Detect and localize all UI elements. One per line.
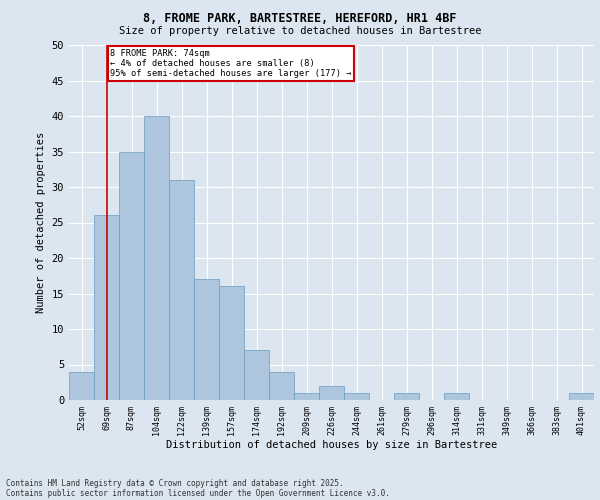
X-axis label: Distribution of detached houses by size in Bartestree: Distribution of detached houses by size … [166,440,497,450]
Bar [444,393,469,400]
Bar [169,180,194,400]
Bar [394,393,419,400]
Bar [319,386,344,400]
Bar [119,152,144,400]
Bar [144,116,169,400]
Bar [569,393,594,400]
Bar [69,372,94,400]
Bar [294,393,319,400]
Bar [269,372,294,400]
Text: 8 FROME PARK: 74sqm
← 4% of detached houses are smaller (8)
95% of semi-detached: 8 FROME PARK: 74sqm ← 4% of detached hou… [110,48,352,78]
Text: Size of property relative to detached houses in Bartestree: Size of property relative to detached ho… [119,26,481,36]
Text: Contains HM Land Registry data © Crown copyright and database right 2025.: Contains HM Land Registry data © Crown c… [6,478,344,488]
Bar [194,280,219,400]
Text: 8, FROME PARK, BARTESTREE, HEREFORD, HR1 4BF: 8, FROME PARK, BARTESTREE, HEREFORD, HR1… [143,12,457,25]
Text: Contains public sector information licensed under the Open Government Licence v3: Contains public sector information licen… [6,488,390,498]
Bar [244,350,269,400]
Bar [344,393,369,400]
Y-axis label: Number of detached properties: Number of detached properties [36,132,46,313]
Bar [219,286,244,400]
Bar [94,216,119,400]
